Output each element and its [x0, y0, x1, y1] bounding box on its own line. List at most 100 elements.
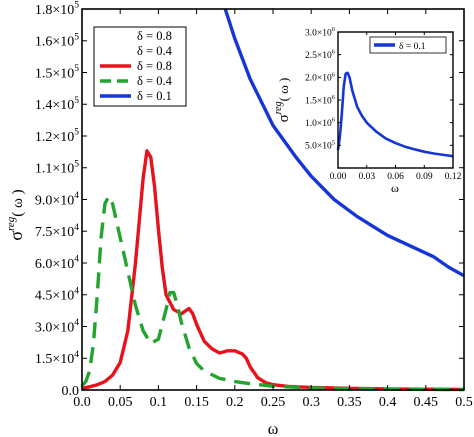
inset-y-axis-label-sup: reg	[273, 101, 284, 114]
y-tick-label: 1.5×104	[35, 350, 79, 367]
inset-y-tick-labels: 5.0×1051.0×1061.5×1062.0×1062.5×1063.0×1…	[305, 26, 336, 152]
legend-label: δ = 0.8	[137, 59, 172, 73]
y-tick-label-mantissa: 2.0×10	[305, 74, 332, 84]
y-tick-label-exponent: 6	[332, 26, 336, 33]
x-tick-label: 0.35	[337, 395, 362, 410]
y-tick-label: 1.6×105	[35, 32, 79, 49]
inset-background	[338, 32, 453, 168]
y-tick-label: 1.8×105	[35, 1, 79, 18]
legend-label: δ = 0.1	[137, 89, 172, 103]
x-tick-label: 0.4	[379, 395, 397, 410]
y-tick-label-mantissa: 3.0×10	[35, 320, 74, 335]
main-legend: δ = 0.8 δ = 0.4 δ = 0.8 δ = 0.4 δ = 0.1	[93, 26, 187, 107]
main-series-group	[80, 8, 465, 392]
main-y-tick-labels: 0.01.5×1043.0×1044.5×1046.0×1047.5×1049.…	[35, 1, 79, 399]
y-tick-label: 5.0×105	[305, 139, 335, 151]
y-tick-label-mantissa: 1.6×10	[35, 35, 74, 50]
y-tick-label-mantissa: 9.0×10	[35, 193, 74, 208]
y-tick-label: 7.5×104	[35, 223, 79, 240]
y-tick-label: 1.5×105	[35, 64, 79, 81]
y-tick-label: 1.5×106	[305, 94, 336, 106]
inset-legend-box	[369, 36, 447, 54]
y-tick-label-exponent: 5	[74, 32, 79, 42]
main-y-axis-label-arg: ( ω )	[10, 189, 26, 216]
legend-label: δ = 0.4	[137, 44, 173, 58]
y-tick-label-mantissa: 1.1×10	[35, 162, 74, 177]
x-tick-label: 0.15	[184, 395, 209, 410]
x-tick-label: 0.12	[445, 172, 462, 182]
svg-text:σreg( ω ): σreg( ω )	[273, 78, 292, 123]
main-x-axis-label: ω	[268, 421, 279, 437]
series-line-0-1-0	[336, 71, 454, 158]
series-line-0-4-1	[80, 194, 465, 392]
x-tick-label: 0.05	[108, 395, 133, 410]
y-tick-label-exponent: 5	[74, 64, 79, 74]
y-tick-label-mantissa: 6.0×10	[35, 257, 74, 272]
y-tick-label-mantissa: 5.0×10	[305, 142, 332, 152]
inset-y-axis-label-symbol: σ	[276, 114, 292, 122]
y-tick-label-mantissa: 1.0×10	[305, 119, 332, 129]
x-tick-label: 0.00	[330, 172, 347, 182]
inset-ticks	[337, 31, 454, 168]
svg-text:σreg( ω ): σreg( ω )	[5, 189, 26, 240]
main-y-axis-label-sup: reg	[5, 216, 17, 231]
y-tick-label: 0.0	[62, 384, 80, 399]
y-tick-label-exponent: 6	[332, 71, 336, 78]
x-tick-label: 0.1	[150, 395, 168, 410]
y-tick-label-mantissa: 2.5×10	[305, 51, 332, 61]
y-tick-label-mantissa: 1.5×10	[35, 352, 74, 367]
y-tick-label: 9.0×104	[35, 191, 79, 208]
y-tick-label-mantissa: 3.0×10	[305, 28, 332, 38]
y-tick-label: 1.2×105	[35, 128, 79, 145]
y-tick-label-exponent: 6	[332, 117, 336, 124]
y-tick-label-exponent: 5	[332, 139, 335, 146]
y-tick-label-mantissa: 1.2×10	[35, 130, 74, 145]
inset-x-tick-labels: 0.00 0.03 0.06 0.09 0.12	[330, 172, 462, 182]
x-tick-label: 0.06	[387, 172, 404, 182]
y-tick-label-mantissa: 1.5×10	[35, 66, 74, 81]
main-plot: 0.0 0.05 0.1 0.15 0.2 0.25 0.3 0.35 0.4 0.45 0.5 0…	[5, 1, 473, 437]
y-tick-label-mantissa: 7.5×10	[35, 225, 74, 240]
y-tick-label-exponent: 5	[74, 128, 79, 138]
main-y-axis-label-symbol: σ	[6, 231, 26, 241]
inset-y-axis-label-arg: ( ω )	[276, 78, 291, 102]
legend-label: δ = 0.8	[137, 29, 172, 43]
y-tick-label: 2.5×106	[305, 49, 336, 61]
x-tick-label: 0.5	[455, 395, 473, 410]
y-tick-label-mantissa: 1.5×10	[305, 96, 332, 106]
y-tick-label-mantissa: 0.0	[62, 384, 80, 399]
y-tick-label-exponent: 4	[74, 223, 79, 233]
y-tick-label-mantissa: 1.8×10	[35, 3, 74, 18]
y-tick-label-exponent: 6	[332, 94, 336, 101]
y-tick-label-exponent: 6	[332, 49, 336, 56]
x-tick-label: 0.03	[358, 172, 375, 182]
inset-series-group	[336, 71, 454, 158]
y-tick-label-exponent: 5	[74, 1, 79, 11]
y-tick-label-mantissa: 4.5×10	[35, 289, 74, 304]
series-line-0-1-2	[223, 8, 465, 278]
inset-legend: δ = 0.1	[369, 36, 447, 54]
y-tick-label: 1.4×105	[35, 96, 79, 113]
main-ticks	[81, 8, 465, 391]
main-x-tick-labels: 0.0 0.05 0.1 0.15 0.2 0.25 0.3 0.35 0.4 0.45 0.5	[73, 395, 473, 410]
y-tick-label: 1.1×105	[35, 159, 79, 176]
y-tick-label: 2.0×106	[305, 71, 336, 83]
main-y-axis-label: σreg( ω )	[5, 189, 26, 240]
y-tick-label-exponent: 5	[74, 96, 79, 106]
y-tick-label-exponent: 4	[74, 350, 79, 360]
y-tick-label-exponent: 4	[74, 318, 79, 328]
legend-label: δ = 0.4	[137, 74, 173, 88]
x-tick-label: 0.3	[302, 395, 320, 410]
y-tick-label-mantissa: 1.4×10	[35, 98, 74, 113]
legend-label: δ = 0.1	[399, 42, 426, 52]
inset-y-axis-label: σreg( ω )	[273, 78, 292, 123]
y-tick-label: 4.5×104	[35, 286, 79, 303]
y-tick-label-exponent: 4	[74, 191, 79, 201]
y-tick-label: 3.0×104	[35, 318, 79, 335]
x-tick-label: 0.2	[226, 395, 244, 410]
y-tick-label: 6.0×104	[35, 255, 79, 272]
y-tick-label-exponent: 4	[74, 255, 79, 265]
y-tick-label-exponent: 5	[74, 159, 79, 169]
x-tick-label: 0.09	[416, 172, 433, 182]
